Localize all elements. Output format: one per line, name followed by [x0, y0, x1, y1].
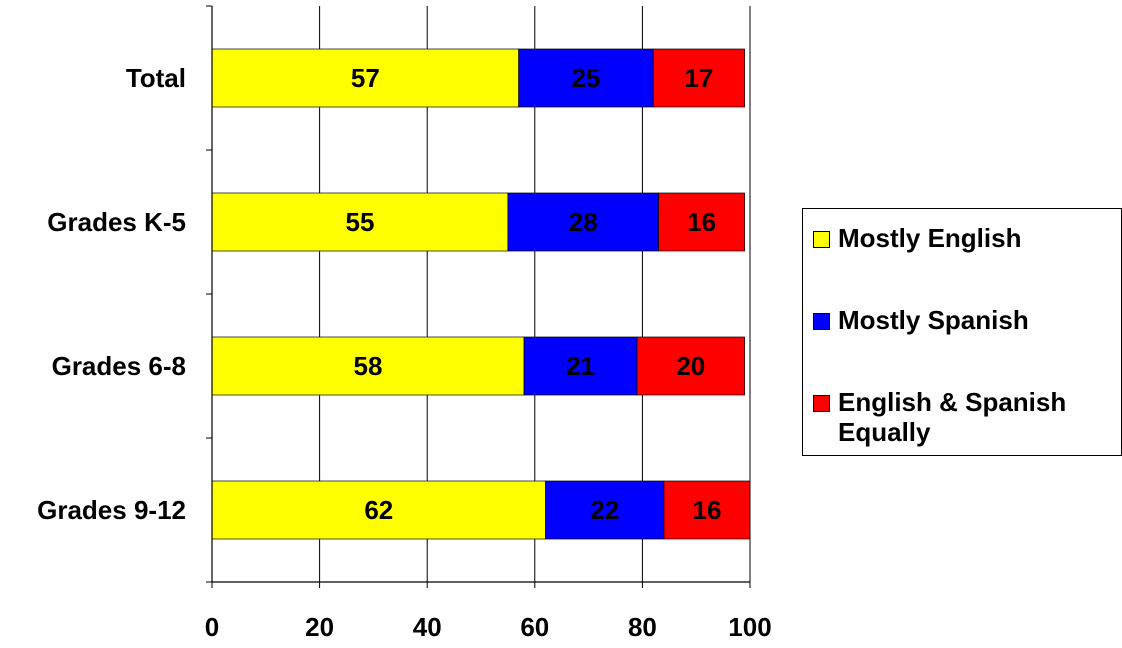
bar-segment — [211, 480, 546, 540]
data-label: 22 — [590, 495, 619, 525]
legend-item-english-spanish-equally: English & Spanish Equally — [813, 387, 1118, 447]
bar-segment — [507, 192, 659, 252]
x-tick-label: 60 — [520, 612, 549, 642]
data-label: 28 — [569, 207, 598, 237]
x-tick-label: 40 — [413, 612, 442, 642]
x-tick-label: 100 — [728, 612, 771, 642]
axes — [206, 5, 751, 588]
bar-segment — [211, 48, 520, 108]
legend-item-mostly-english: Mostly English — [813, 223, 1118, 253]
legend-label: Mostly Spanish — [838, 305, 1029, 335]
bars — [211, 48, 751, 540]
category-label: Grades 9-12 — [37, 495, 186, 525]
x-tick-label: 0 — [205, 612, 219, 642]
category-label: Grades 6-8 — [52, 351, 186, 381]
category-label: Grades K-5 — [47, 207, 186, 237]
data-label: 57 — [351, 63, 380, 93]
data-label: 62 — [364, 495, 393, 525]
x-tick-label: 80 — [628, 612, 657, 642]
bar-segment — [545, 480, 665, 540]
legend-swatch-english-spanish-equally — [813, 395, 830, 412]
bar-segment — [658, 192, 745, 252]
legend: Mostly English Mostly Spanish English & … — [802, 208, 1122, 456]
bar-segment — [523, 336, 638, 396]
bar-segment — [636, 336, 745, 396]
data-label: 16 — [687, 207, 716, 237]
data-label: 58 — [354, 351, 383, 381]
category-label: Total — [126, 63, 186, 93]
x-tick-label: 20 — [305, 612, 334, 642]
legend-item-mostly-spanish: Mostly Spanish — [813, 305, 1118, 335]
bar-segment — [211, 336, 525, 396]
data-label: 21 — [566, 351, 595, 381]
legend-swatch-mostly-english — [813, 231, 830, 248]
data-label: 16 — [692, 495, 721, 525]
data-label: 17 — [684, 63, 713, 93]
bar-segment — [652, 48, 745, 108]
legend-label: Mostly English — [838, 223, 1022, 253]
data-label: 55 — [345, 207, 374, 237]
bar-segment — [663, 480, 751, 540]
legend-label: English & Spanish Equally — [838, 387, 1067, 447]
legend-swatch-mostly-spanish — [813, 313, 830, 330]
labels: 57 25 17 Total 55 28 16 Grades K-5 58 21 20 Grades … — [37, 63, 772, 642]
bar-segment — [211, 192, 509, 252]
data-label: 25 — [571, 63, 600, 93]
data-label: 20 — [676, 351, 705, 381]
